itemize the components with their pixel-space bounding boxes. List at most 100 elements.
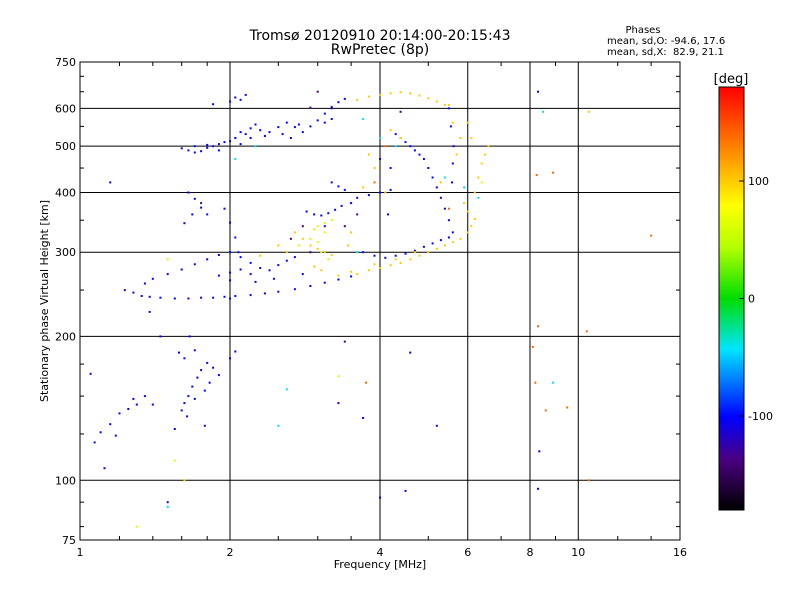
data-point	[159, 335, 162, 338]
data-point	[229, 279, 231, 282]
data-point	[263, 292, 266, 295]
data-point	[384, 191, 387, 194]
data-point	[212, 145, 215, 148]
data-point	[399, 137, 402, 139]
data-point	[343, 225, 346, 228]
data-point	[477, 196, 480, 199]
y-tick-label: 400	[55, 186, 76, 199]
data-point	[439, 196, 442, 199]
data-point	[389, 167, 392, 169]
data-point	[229, 100, 231, 103]
data-point	[418, 94, 421, 97]
data-point	[409, 92, 412, 95]
data-point	[443, 244, 446, 247]
data-point	[187, 395, 190, 398]
data-point	[234, 295, 237, 297]
data-point	[234, 236, 237, 239]
data-point	[455, 153, 458, 156]
data-point	[389, 188, 392, 191]
data-point	[409, 258, 412, 261]
stats-line-o: mean, sd,O: -94.6, 17.6	[607, 36, 725, 47]
data-point	[447, 107, 450, 110]
data-point	[538, 450, 541, 453]
data-point	[320, 214, 323, 217]
data-point	[254, 145, 257, 148]
data-point	[135, 525, 138, 528]
data-point	[413, 149, 416, 152]
data-point	[249, 127, 252, 130]
data-point	[200, 150, 203, 153]
data-point	[337, 402, 340, 405]
x-tick-label: 2	[227, 546, 234, 559]
data-point	[356, 196, 359, 199]
x-tick-label: 6	[464, 546, 471, 559]
data-point	[404, 252, 407, 255]
data-point	[367, 194, 370, 197]
data-point	[542, 110, 545, 113]
data-point	[367, 95, 370, 98]
data-point	[188, 335, 191, 338]
data-point	[301, 131, 304, 134]
chart-title: Tromsø 20120910 20:14:00-20:15:43	[249, 28, 511, 44]
data-point	[350, 270, 353, 273]
data-point	[443, 103, 446, 106]
data-point	[229, 221, 231, 224]
data-point	[301, 237, 304, 240]
data-point	[356, 273, 359, 276]
data-point	[249, 294, 252, 297]
data-point	[435, 424, 438, 427]
data-point	[413, 251, 416, 254]
data-point	[285, 251, 288, 254]
data-point	[394, 133, 397, 136]
stats-line-x: mean, sd,X: 82.9, 21.1	[607, 47, 724, 58]
data-point	[212, 296, 215, 299]
y-tick-label: 100	[55, 474, 76, 487]
data-point	[183, 222, 186, 225]
data-point	[103, 467, 106, 470]
data-point	[166, 258, 169, 261]
data-point	[223, 207, 226, 210]
data-point	[206, 143, 209, 146]
data-point	[399, 110, 402, 113]
data-point	[463, 202, 466, 205]
data-point	[447, 236, 450, 239]
data-point	[356, 98, 359, 101]
data-point	[447, 103, 450, 106]
data-point	[323, 112, 326, 115]
data-point	[404, 489, 407, 492]
data-points	[89, 90, 653, 528]
chart-subtitle: RwPretec (8p)	[331, 42, 429, 58]
data-point	[234, 137, 237, 139]
data-point	[305, 210, 308, 213]
data-point	[193, 151, 196, 154]
data-point	[316, 241, 319, 244]
data-point	[118, 412, 121, 415]
data-point	[451, 241, 454, 244]
data-point	[206, 146, 209, 149]
data-point	[268, 131, 271, 134]
data-point	[183, 479, 186, 482]
data-point	[289, 137, 292, 139]
data-point	[399, 261, 402, 264]
data-point	[323, 231, 326, 234]
colorbar-tick-label: 100	[748, 175, 769, 188]
colorbar-tick-label: 0	[748, 293, 755, 306]
data-point	[143, 282, 146, 285]
data-point	[316, 225, 319, 228]
stats-heading: Phases	[625, 25, 660, 36]
y-tick-label: 500	[55, 140, 76, 153]
data-point	[537, 325, 539, 328]
data-point	[159, 296, 162, 299]
data-point	[229, 140, 231, 143]
data-point	[148, 295, 151, 298]
data-point	[173, 297, 176, 300]
grid-lines	[80, 62, 680, 540]
data-point	[193, 145, 196, 148]
data-point	[316, 247, 319, 250]
y-tick-label: 750	[55, 56, 76, 69]
data-point	[384, 256, 387, 259]
data-point	[229, 357, 231, 360]
data-point	[323, 281, 326, 284]
data-point	[293, 231, 296, 234]
data-point	[259, 267, 262, 269]
